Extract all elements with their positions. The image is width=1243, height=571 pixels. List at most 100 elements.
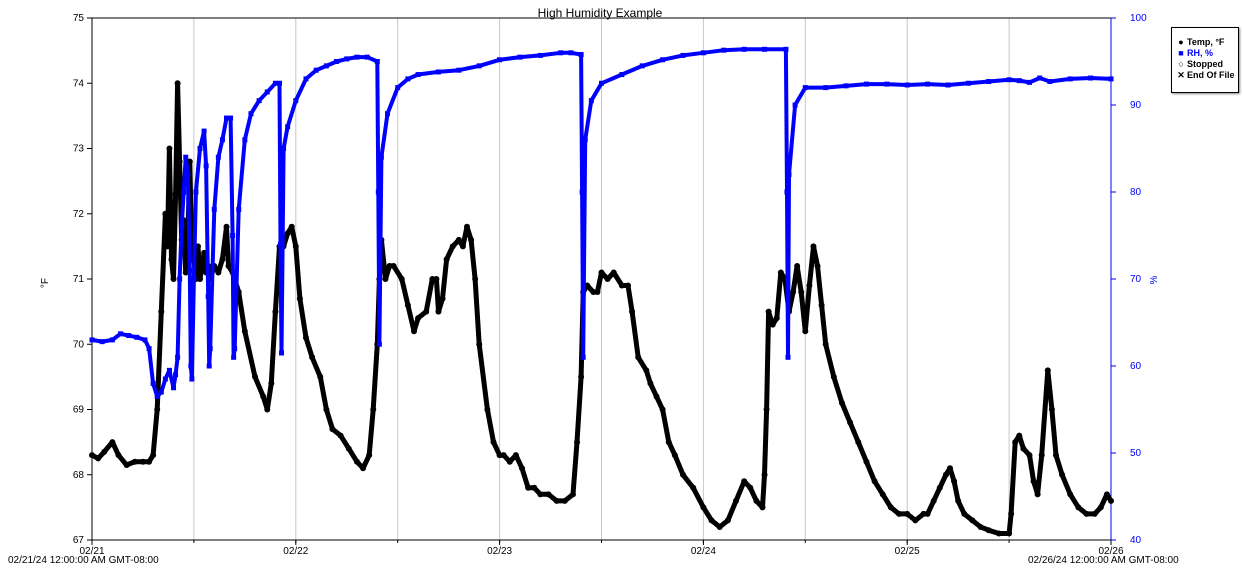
temp-point [1030,478,1037,485]
left-axis-ticks: 67 68 69 70 71 72 73 74 75 [73,13,92,546]
temp-point [337,432,344,439]
temp-point [904,510,911,517]
temp-point [598,269,605,276]
rh-point [201,128,207,134]
rh-point [256,98,262,104]
rh-point [385,111,391,117]
legend-label: Stopped [1187,59,1223,69]
rh-point [354,54,360,60]
rh-point [639,63,645,69]
legend-item-end-of-file: ✕ End Of File [1176,70,1234,81]
rh-point [215,154,221,160]
rh-point [205,293,211,299]
temp-point [329,426,336,433]
rh-point [456,67,462,73]
rh-point [230,233,236,238]
rh-point [279,350,285,356]
temp-point [659,406,666,413]
temp-point [366,452,373,459]
rh-point [211,206,217,212]
temp-point [763,406,770,413]
temp-point [1097,504,1104,511]
temp-point [946,465,953,472]
temp-point [647,380,654,387]
temp-point [1034,491,1041,498]
right-tick-label: 90 [1130,100,1142,111]
temp-point [1091,510,1098,517]
rh-point [1006,77,1012,83]
rh-point [264,89,270,95]
temp-point [879,491,886,498]
temp-point [170,276,177,282]
temp-point [284,230,291,237]
rh-point [374,59,380,64]
temp-point [671,452,678,459]
temp-point [961,510,968,517]
temp-point [323,406,330,413]
rh-point [415,72,421,78]
temp-point [1008,510,1015,517]
x-tick-label: 02/26 [1098,546,1123,557]
legend-label: RH, % [1187,48,1214,58]
rh-point [660,57,666,63]
rh-point [171,385,177,391]
temp-point [624,282,631,289]
rh-point [395,85,401,91]
rh-point [158,389,164,395]
temp-point [1067,491,1074,498]
rh-point [884,81,890,87]
temp-point [472,276,479,282]
temp-point [1048,406,1055,413]
rh-point [700,50,706,56]
rh-point [175,354,181,360]
rh-point [1016,78,1022,84]
temp-point [863,458,870,465]
rh-point [965,80,971,86]
rh-point [276,80,282,86]
filled-circle-icon: ● [1178,37,1184,47]
rh-point [823,85,829,91]
temp-point [830,373,837,380]
rh-point [177,276,183,282]
temp-point [794,262,801,269]
temp-point [798,289,805,296]
rh-point [568,50,574,56]
left-tick-label: 68 [73,470,85,481]
legend: ● Temp, °F ■ RH, % ○ Stopped ✕ End Of File [1171,27,1239,93]
right-tick-label: 80 [1130,187,1142,198]
right-axis-label: % [1149,275,1160,284]
rh-point [285,124,291,130]
temp-point [101,448,108,455]
rh-point [588,98,594,104]
temp-point [806,282,813,289]
temp-point [272,308,279,315]
temp-point [569,491,576,498]
temp-point [1052,452,1059,459]
rh-point [344,56,350,62]
legend-item-stopped: ○ Stopped [1176,59,1223,70]
filled-square-icon: ■ [1178,48,1184,58]
temp-point [733,497,740,504]
rh-point [99,339,105,345]
temp-point [168,256,175,263]
temp-point [753,497,760,504]
rh-point [293,98,299,104]
temp-point [260,393,267,400]
rh-point [142,337,148,343]
rh-point [188,363,194,369]
temp-point [629,308,636,315]
temp-point [223,223,230,230]
temp-point [139,458,146,465]
temp-point [292,243,299,250]
rh-point [179,224,185,230]
temp-point [411,328,418,335]
temp-point [1006,530,1013,537]
rh-point [134,334,140,340]
rh-point [231,354,237,360]
rh-point [89,337,95,343]
rh-point [762,46,768,52]
x-axis-ticks: 02/21 02/22 02/23 02/24 02/25 02/26 [79,540,1124,557]
rh-point [792,102,798,108]
temp-point [309,354,316,361]
